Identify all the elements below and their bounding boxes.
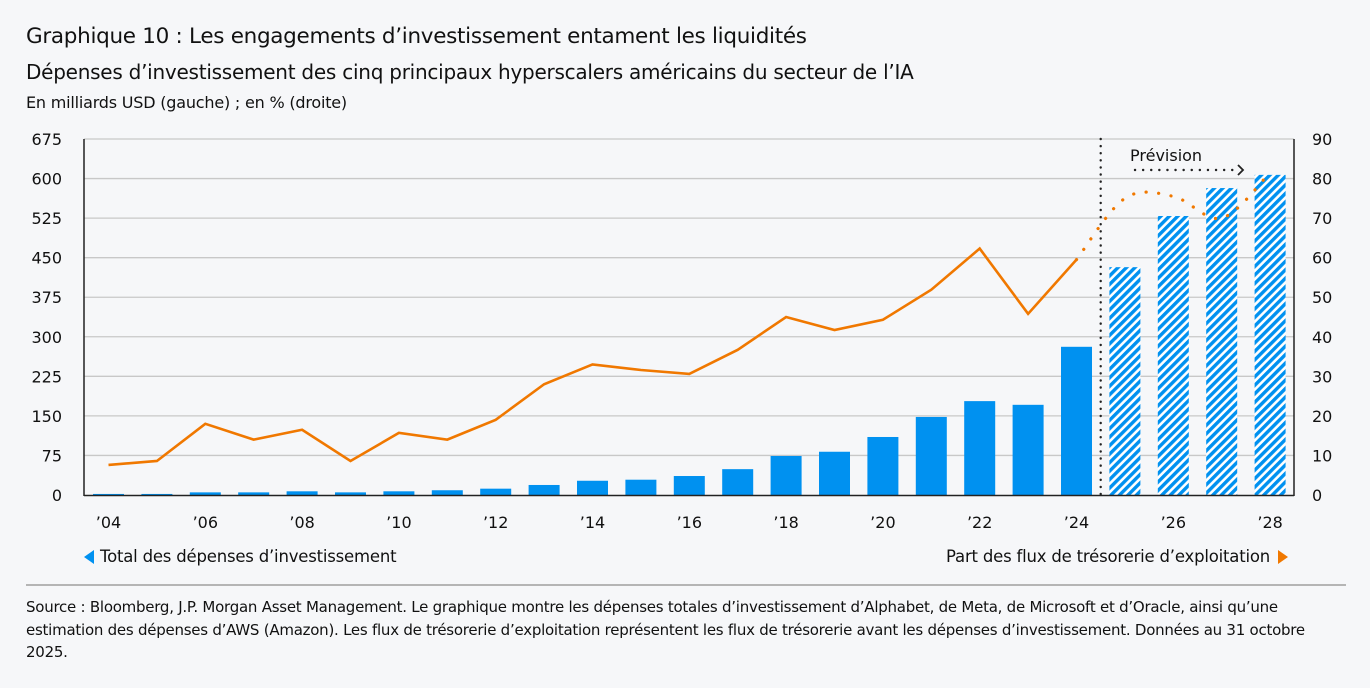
y-tick-label: 375 <box>31 288 62 307</box>
bar <box>1012 404 1044 495</box>
x-tick-label: ’14 <box>580 513 605 532</box>
bar <box>1061 346 1092 495</box>
legend-right-label: Part des flux de trésorerie d’exploitati… <box>946 547 1270 566</box>
y2-tick-label: 80 <box>1312 170 1332 189</box>
x-tick-label: ’08 <box>289 513 314 532</box>
y2-tick-label: 60 <box>1312 249 1332 268</box>
x-tick-label: ’18 <box>773 513 798 532</box>
y2-tick-label: 0 <box>1312 486 1322 505</box>
x-axis-labels: ’04 ’06 ’08 ’10 ’12 ’14 ’16 ’18 ’20 ’22 ’24 ’26 ’28 <box>96 513 1283 532</box>
bar <box>577 480 608 495</box>
bar <box>819 451 850 495</box>
line-actual <box>108 246 1078 467</box>
y-tick-label: 450 <box>31 249 62 268</box>
y2-tick-label: 40 <box>1312 328 1332 347</box>
bar <box>335 492 366 495</box>
x-tick-label: ’26 <box>1161 513 1186 532</box>
x-tick-label: ’10 <box>386 513 411 532</box>
x-tick-label: ’16 <box>677 513 702 532</box>
chart-title: Graphique 10 : Les engagements d’investi… <box>26 24 807 49</box>
bar <box>722 469 754 495</box>
arrow-right-icon <box>1237 164 1245 176</box>
x-tick-label: ’04 <box>96 513 121 532</box>
y2-tick-label: 10 <box>1312 446 1332 465</box>
bar <box>238 492 270 495</box>
y-axis-right-labels: 0 10 20 30 40 50 60 70 80 90 <box>1312 130 1332 505</box>
legend-left-label: Total des dépenses d’investissement <box>100 547 397 566</box>
y-tick-label: 600 <box>31 170 62 189</box>
line-series <box>108 171 1272 467</box>
y2-tick-label: 50 <box>1312 288 1332 307</box>
source-note: Source : Bloomberg, J.P. Morgan Asset Ma… <box>26 598 1305 661</box>
x-tick-label: ’20 <box>870 513 895 532</box>
x-tick-label: ’12 <box>483 513 508 532</box>
triangle-left-icon <box>84 549 94 564</box>
bar <box>431 490 463 495</box>
y2-tick-label: 70 <box>1312 209 1332 228</box>
forecast-bar <box>1206 188 1238 495</box>
bar <box>528 484 560 495</box>
forecast-bar <box>1109 267 1141 495</box>
bar <box>867 436 899 495</box>
bar <box>673 476 705 495</box>
axes <box>83 137 1295 497</box>
chart-subtitle: Dépenses d’investissement des cinq princ… <box>26 60 914 84</box>
forecast-bar <box>1157 216 1189 496</box>
y-tick-label: 675 <box>31 130 62 149</box>
legend-right: Part des flux de trésorerie d’exploitati… <box>946 547 1288 566</box>
bar <box>625 479 657 495</box>
y-tick-label: 150 <box>31 407 62 426</box>
bar <box>383 491 415 495</box>
y-tick-label: 0 <box>52 486 62 505</box>
x-tick-label: ’28 <box>1257 513 1282 532</box>
bar <box>141 493 173 495</box>
units-label: En milliards USD (gauche) ; en % (droite… <box>26 93 347 112</box>
y2-tick-label: 30 <box>1312 367 1332 386</box>
bar <box>964 401 996 495</box>
bar <box>189 492 221 495</box>
bar <box>286 491 318 495</box>
y2-tick-label: 20 <box>1312 407 1332 426</box>
gridlines <box>84 138 1294 457</box>
triangle-right-icon <box>1278 549 1288 564</box>
x-tick-label: ’06 <box>193 513 218 532</box>
divider <box>26 584 1346 586</box>
bar-series <box>93 174 1286 496</box>
x-tick-label: ’24 <box>1064 513 1089 532</box>
y-tick-label: 75 <box>42 446 62 465</box>
bar <box>915 416 947 495</box>
forecast-label: Prévision <box>1130 146 1202 165</box>
y-axis-left-labels: 0 75 150 225 300 375 450 525 600 675 <box>31 130 62 505</box>
y-tick-label: 225 <box>31 367 62 386</box>
x-tick-label: ’22 <box>967 513 992 532</box>
bar <box>93 493 124 495</box>
bar <box>480 488 512 495</box>
forecast-bar <box>1254 174 1286 495</box>
y2-tick-label: 90 <box>1312 130 1332 149</box>
forecast-annotation: Prévision <box>1130 146 1245 176</box>
y-tick-label: 525 <box>31 209 62 228</box>
bar <box>770 455 802 495</box>
legend-left: Total des dépenses d’investissement <box>84 547 397 566</box>
y-tick-label: 300 <box>31 328 62 347</box>
